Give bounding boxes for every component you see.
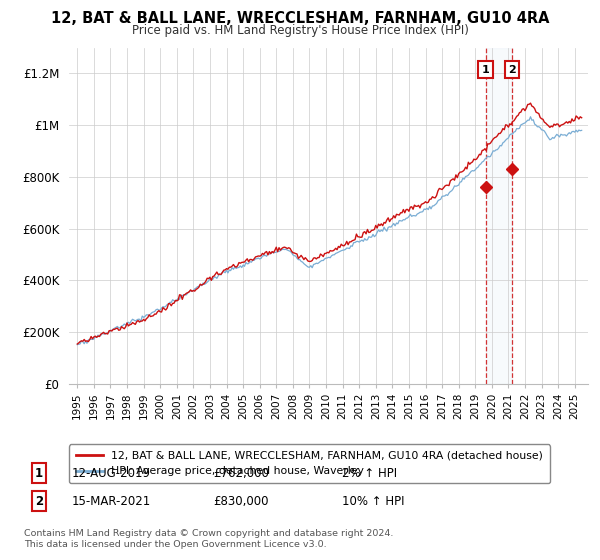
Text: 2% ↑ HPI: 2% ↑ HPI xyxy=(342,466,397,480)
Text: 15-MAR-2021: 15-MAR-2021 xyxy=(72,494,151,508)
Text: 12, BAT & BALL LANE, WRECCLESHAM, FARNHAM, GU10 4RA: 12, BAT & BALL LANE, WRECCLESHAM, FARNHA… xyxy=(51,11,549,26)
Text: 2: 2 xyxy=(508,64,516,74)
Legend: 12, BAT & BALL LANE, WRECCLESHAM, FARNHAM, GU10 4RA (detached house), HPI: Avera: 12, BAT & BALL LANE, WRECCLESHAM, FARNHA… xyxy=(69,445,550,483)
Text: 12-AUG-2019: 12-AUG-2019 xyxy=(72,466,151,480)
Text: £830,000: £830,000 xyxy=(213,494,269,508)
Bar xyxy=(485,48,512,384)
Text: 2: 2 xyxy=(35,494,43,508)
Text: 10% ↑ HPI: 10% ↑ HPI xyxy=(342,494,404,508)
Text: 1: 1 xyxy=(482,64,490,74)
Text: Price paid vs. HM Land Registry's House Price Index (HPI): Price paid vs. HM Land Registry's House … xyxy=(131,24,469,36)
Text: £762,000: £762,000 xyxy=(213,466,269,480)
Text: 1: 1 xyxy=(35,466,43,480)
Text: Contains HM Land Registry data © Crown copyright and database right 2024.
This d: Contains HM Land Registry data © Crown c… xyxy=(24,529,394,549)
